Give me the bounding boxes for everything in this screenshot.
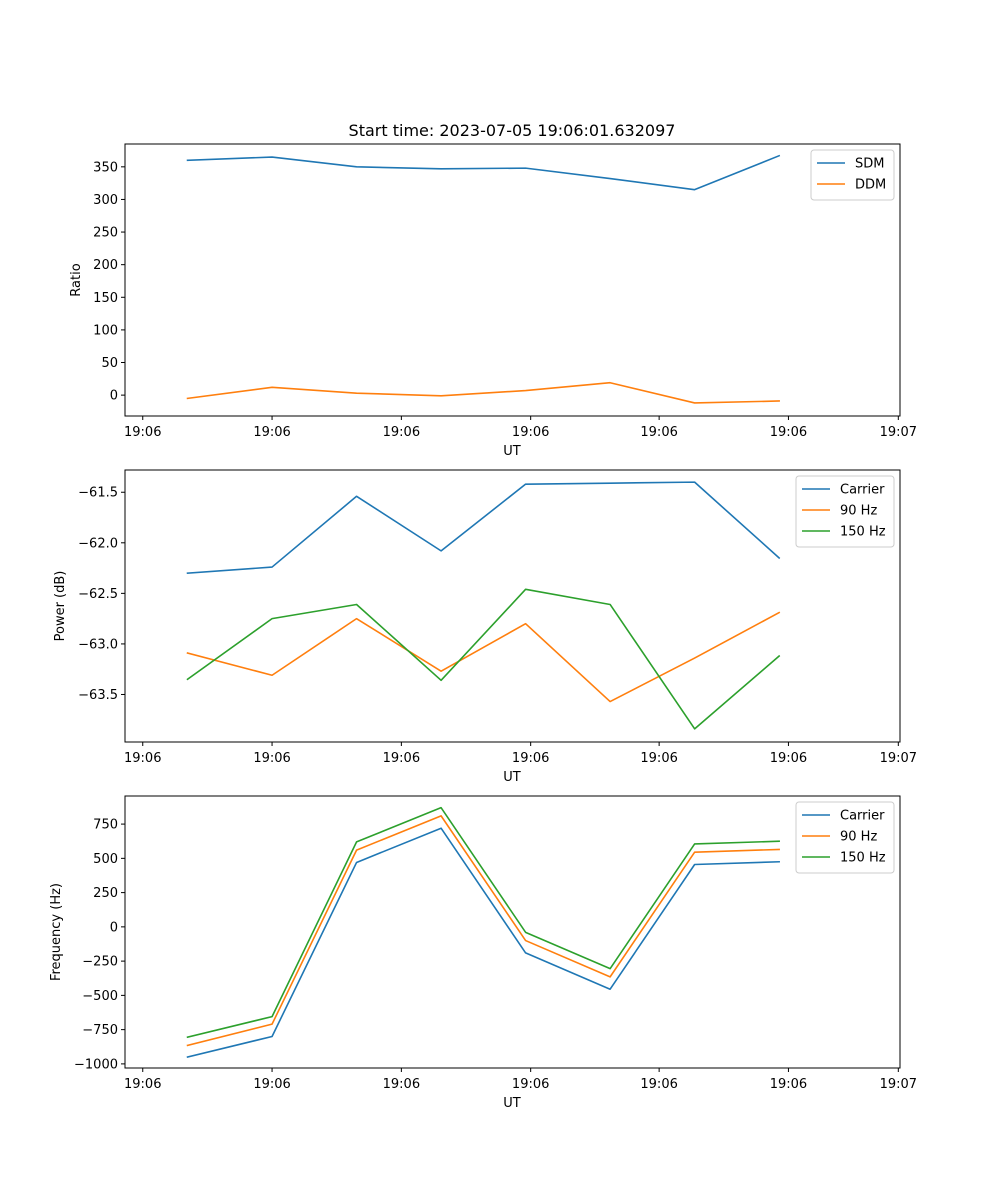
- y-axis-label: Ratio: [69, 263, 84, 296]
- y-axis-label: Power (dB): [53, 571, 68, 642]
- legend: SDM DDM: [810, 149, 895, 201]
- y-tick-label: −500: [82, 989, 118, 1004]
- x-tick-label: 19:07: [880, 425, 917, 440]
- y-tick-label: 50: [101, 356, 118, 371]
- x-axis-label: UT: [503, 444, 521, 459]
- subplot-3: 19:06 19:06 19:06 19:06 19:06 19:06 19:07 −1000…: [49, 795, 917, 1111]
- y-tick-label: 250: [93, 226, 118, 241]
- y-tick-label: 350: [93, 160, 118, 175]
- x-tick-label: 19:06: [253, 751, 290, 766]
- axes-frame: [124, 795, 901, 1069]
- x-tick-label: 19:06: [124, 425, 161, 440]
- x-tick-label: 19:07: [880, 1077, 917, 1092]
- y-tick-label: −61.5: [78, 486, 118, 501]
- series-line-90-hz: [186, 611, 781, 703]
- x-tick-label: 19:06: [640, 1077, 677, 1092]
- x-tick-label: 19:06: [253, 425, 290, 440]
- y-tick-label: −62.0: [78, 536, 118, 551]
- y-tick-label: −750: [82, 1023, 118, 1038]
- x-tick-label: 19:06: [512, 1077, 549, 1092]
- y-tick-label: 250: [93, 886, 118, 901]
- axes-frame: [124, 143, 901, 417]
- y-tick-label: −63.0: [78, 637, 118, 652]
- y-tick-label: 0: [110, 389, 118, 404]
- series-line-carrier: [186, 827, 780, 1059]
- x-tick-label: 19:06: [640, 425, 677, 440]
- x-tick-label: 19:06: [512, 425, 549, 440]
- series-line-150-hz: [186, 588, 781, 730]
- x-tick-label: 19:06: [383, 425, 420, 440]
- x-tick-label: 19:06: [512, 751, 549, 766]
- x-tick-label: 19:06: [253, 1077, 290, 1092]
- series-line-carrier: [186, 481, 781, 574]
- figure-title: Start time: 2023-07-05 19:06:01.632097: [349, 121, 676, 140]
- subplot-1: 19:06 19:06 19:06 19:06 19:06 19:06 19:07 0 50 10…: [69, 143, 917, 459]
- legend-label: 150 Hz: [840, 851, 886, 866]
- legend-label: SDM: [855, 157, 884, 172]
- y-tick-label: 750: [93, 818, 118, 833]
- x-axis-label: UT: [503, 1096, 521, 1111]
- axes-frame: [124, 469, 901, 743]
- legend-label: 90 Hz: [840, 830, 877, 845]
- series-line-90-hz: [186, 815, 780, 1047]
- subplots: 19:06 19:06 19:06 19:06 19:06 19:06 19:07 0 50 10…: [49, 143, 917, 1111]
- y-tick-label: −62.5: [78, 587, 118, 602]
- legend: Carrier 90 Hz 150 Hz: [795, 801, 895, 874]
- x-tick-label: 19:06: [770, 425, 807, 440]
- legend-label: Carrier: [840, 809, 885, 824]
- x-tick-label: 19:06: [124, 1077, 161, 1092]
- legend-label: 150 Hz: [840, 525, 886, 540]
- legend-label: DDM: [855, 178, 886, 193]
- y-tick-label: −1000: [74, 1057, 118, 1072]
- series-line-150-hz: [186, 806, 780, 1039]
- series-line-ddm: [186, 381, 780, 404]
- y-axis-label: Frequency (Hz): [49, 883, 64, 981]
- y-tick-label: −250: [82, 955, 118, 970]
- x-tick-label: 19:06: [770, 1077, 807, 1092]
- legend: Carrier 90 Hz 150 Hz: [795, 475, 895, 548]
- x-tick-label: 19:06: [124, 751, 161, 766]
- legend-label: Carrier: [840, 483, 885, 498]
- y-tick-label: 500: [93, 852, 118, 867]
- y-tick-label: 200: [93, 258, 118, 273]
- legend-box: [795, 475, 895, 548]
- x-tick-label: 19:06: [770, 751, 807, 766]
- y-tick-label: 150: [93, 291, 118, 306]
- legend-box: [795, 801, 895, 874]
- x-tick-label: 19:06: [640, 751, 677, 766]
- y-tick-label: −63.5: [78, 688, 118, 703]
- x-tick-label: 19:07: [880, 751, 917, 766]
- x-tick-label: 19:06: [383, 751, 420, 766]
- y-tick-label: 100: [93, 323, 118, 338]
- series-line-sdm: [186, 154, 781, 191]
- subplot-2: 19:06 19:06 19:06 19:06 19:06 19:06 19:07 −63.5…: [53, 469, 917, 785]
- x-tick-label: 19:06: [383, 1077, 420, 1092]
- y-tick-label: 0: [110, 920, 118, 935]
- x-axis-label: UT: [503, 770, 521, 785]
- legend-label: 90 Hz: [840, 504, 877, 519]
- y-tick-label: 300: [93, 193, 118, 208]
